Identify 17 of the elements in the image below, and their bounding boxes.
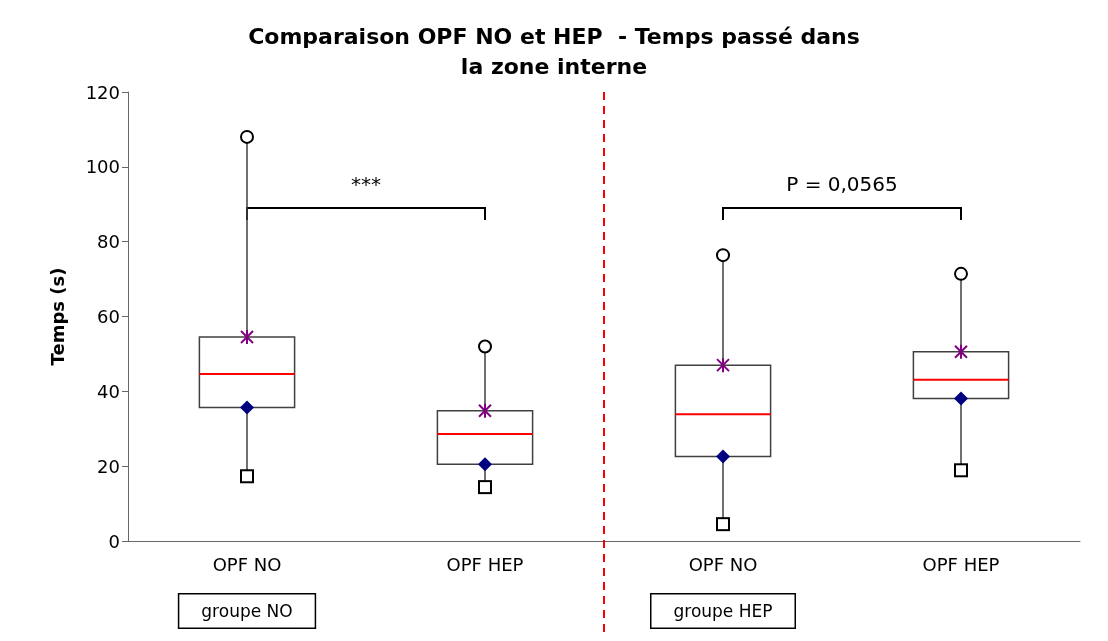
y-tick-label: 40 <box>97 380 120 402</box>
x-tick-label: OPF NO <box>212 553 282 575</box>
y-axis-title: Temps (s) <box>46 267 68 366</box>
text: groupe NO <box>201 601 293 621</box>
y-tick-label: 20 <box>97 455 120 477</box>
annotation: P = 0,0565 <box>786 171 898 196</box>
y-tick-label: 0 <box>108 530 120 552</box>
y-tick-label: 120 <box>85 81 120 103</box>
annotation: *** <box>351 171 381 196</box>
x-tick-label: OPF HEP <box>922 553 1000 575</box>
chart-title: Comparaison OPF NO et HEP - Temps passé dans la zone interne <box>248 23 860 79</box>
y-tick-label: 100 <box>85 156 120 178</box>
x-tick-label: OPF NO <box>688 553 758 575</box>
y-tick-label: 60 <box>97 306 120 327</box>
x-tick-label: OPF HEP <box>446 553 524 575</box>
text: groupe HEP <box>673 601 773 621</box>
y-tick-label: 80 <box>97 231 120 253</box>
